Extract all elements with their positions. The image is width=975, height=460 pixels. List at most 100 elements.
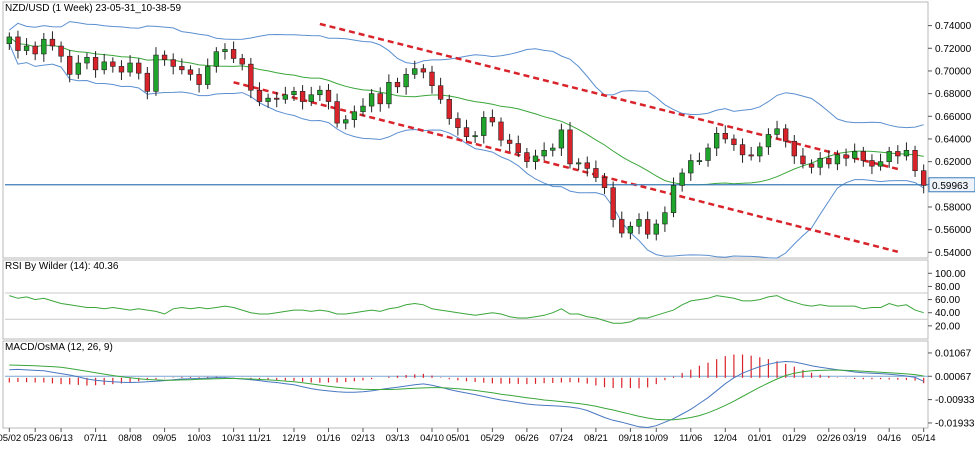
- candle-body: [394, 81, 401, 88]
- candle-body: [58, 45, 64, 57]
- x-tick-label: 05/01: [446, 433, 470, 444]
- candle-body: [144, 72, 151, 92]
- candle-body: [541, 150, 547, 157]
- last-price-label: 0.59963: [932, 181, 969, 192]
- candle-body: [179, 66, 185, 71]
- candle-body: [670, 185, 677, 213]
- price-y-tick-label: 0.56000: [935, 225, 972, 236]
- candle-body: [748, 154, 754, 157]
- x-tick-label: 10/31: [222, 433, 246, 444]
- candle-body: [92, 57, 99, 71]
- candle-body: [705, 147, 711, 161]
- candle-body: [136, 62, 142, 74]
- candle-body: [101, 61, 107, 71]
- x-tick-label: 07/11: [84, 433, 107, 444]
- candle-body: [446, 98, 452, 119]
- x-tick-label: 09/05: [153, 433, 177, 444]
- candle-body: [196, 74, 202, 85]
- candle-body: [360, 105, 366, 113]
- price-y-tick-label: 0.66000: [935, 112, 972, 123]
- moving-average-line: [8, 36, 924, 186]
- price-y-tick-label: 0.58000: [935, 202, 972, 213]
- candle-body: [282, 94, 289, 100]
- candle-body: [739, 144, 746, 156]
- x-tick-label: 12/04: [713, 433, 737, 444]
- price-y-tick-label: 0.74000: [935, 21, 972, 32]
- candle-body: [619, 219, 625, 234]
- candle-body: [334, 101, 340, 124]
- candle-body: [921, 170, 927, 186]
- rsi-y-tick-label: 20.00: [935, 321, 960, 332]
- x-tick-label: 10/03: [187, 433, 211, 444]
- macd-y-tick-label: 0.01067: [935, 348, 972, 359]
- rsi-panel-title: RSI By Wilder (14): 40.36: [5, 261, 119, 272]
- candle-body: [877, 161, 884, 167]
- macd-panel-title: MACD/OsMA (12, 26, 9): [5, 342, 113, 353]
- candle-body: [230, 49, 237, 59]
- candle-body: [627, 225, 634, 234]
- price-y-tick-label: 0.70000: [935, 66, 972, 77]
- candle-body: [127, 62, 133, 73]
- candle-body: [6, 36, 12, 45]
- candle-body: [601, 177, 608, 189]
- candle-body: [817, 157, 823, 168]
- candle-body: [110, 61, 116, 67]
- macd-panel-frame: [2, 340, 929, 429]
- x-tick-label: 05/29: [480, 433, 504, 444]
- candle-body: [869, 160, 875, 167]
- candle-body: [351, 111, 358, 120]
- candle-body: [32, 45, 38, 55]
- candle-body: [696, 160, 703, 163]
- candle-body: [524, 152, 530, 162]
- candle-body: [239, 58, 245, 65]
- rsi-panel-frame: [2, 259, 929, 340]
- x-tick-label: 05/02: [0, 433, 21, 444]
- x-tick-label: 11/06: [679, 433, 702, 444]
- candle-body: [834, 154, 841, 165]
- candle-body: [860, 151, 866, 161]
- x-tick-label: 01/01: [748, 433, 772, 444]
- candle-body: [299, 91, 306, 102]
- candle-body: [593, 168, 599, 178]
- candle-body: [75, 62, 81, 75]
- candle-body: [386, 81, 392, 105]
- candle-body: [317, 89, 323, 96]
- candle-body: [713, 132, 720, 149]
- rsi-line: [9, 295, 924, 324]
- x-tick-label: 10/09: [644, 433, 668, 444]
- candle-body: [679, 172, 685, 186]
- x-tick-label: 12/19: [282, 433, 306, 444]
- candle-body: [826, 157, 832, 165]
- candle-body: [558, 129, 565, 149]
- price-y-tick-label: 0.54000: [935, 248, 972, 259]
- x-tick-label: 02/26: [817, 433, 841, 444]
- candle-body: [403, 74, 409, 88]
- macd-y-tick-label: -0.01933: [935, 418, 975, 429]
- candle-body: [41, 38, 47, 55]
- candle-body: [662, 212, 668, 225]
- candle-body: [575, 162, 582, 165]
- candle-body: [782, 128, 789, 142]
- candle-body: [886, 151, 892, 162]
- candle-body: [170, 59, 176, 67]
- macd-line: [9, 360, 924, 429]
- candle-body: [584, 162, 590, 169]
- x-tick-label: 06/13: [49, 433, 73, 444]
- candle-body: [463, 127, 470, 138]
- candle-body: [731, 138, 737, 145]
- price-panel-title: NZD/USD (1 Week) 23-05-31_10-38-59: [5, 3, 181, 14]
- candle-body: [843, 154, 849, 159]
- candle-body: [23, 45, 30, 51]
- candle-body: [498, 121, 504, 141]
- candle-body: [67, 55, 73, 75]
- candle-body: [84, 57, 90, 64]
- x-tick-label: 04/16: [877, 433, 901, 444]
- candle-body: [903, 150, 910, 157]
- candle-body: [653, 223, 659, 235]
- candle-body: [515, 143, 521, 153]
- rsi-y-tick-label: 60.00: [935, 295, 960, 306]
- candle-body: [15, 36, 21, 51]
- x-tick-label: 08/08: [118, 433, 142, 444]
